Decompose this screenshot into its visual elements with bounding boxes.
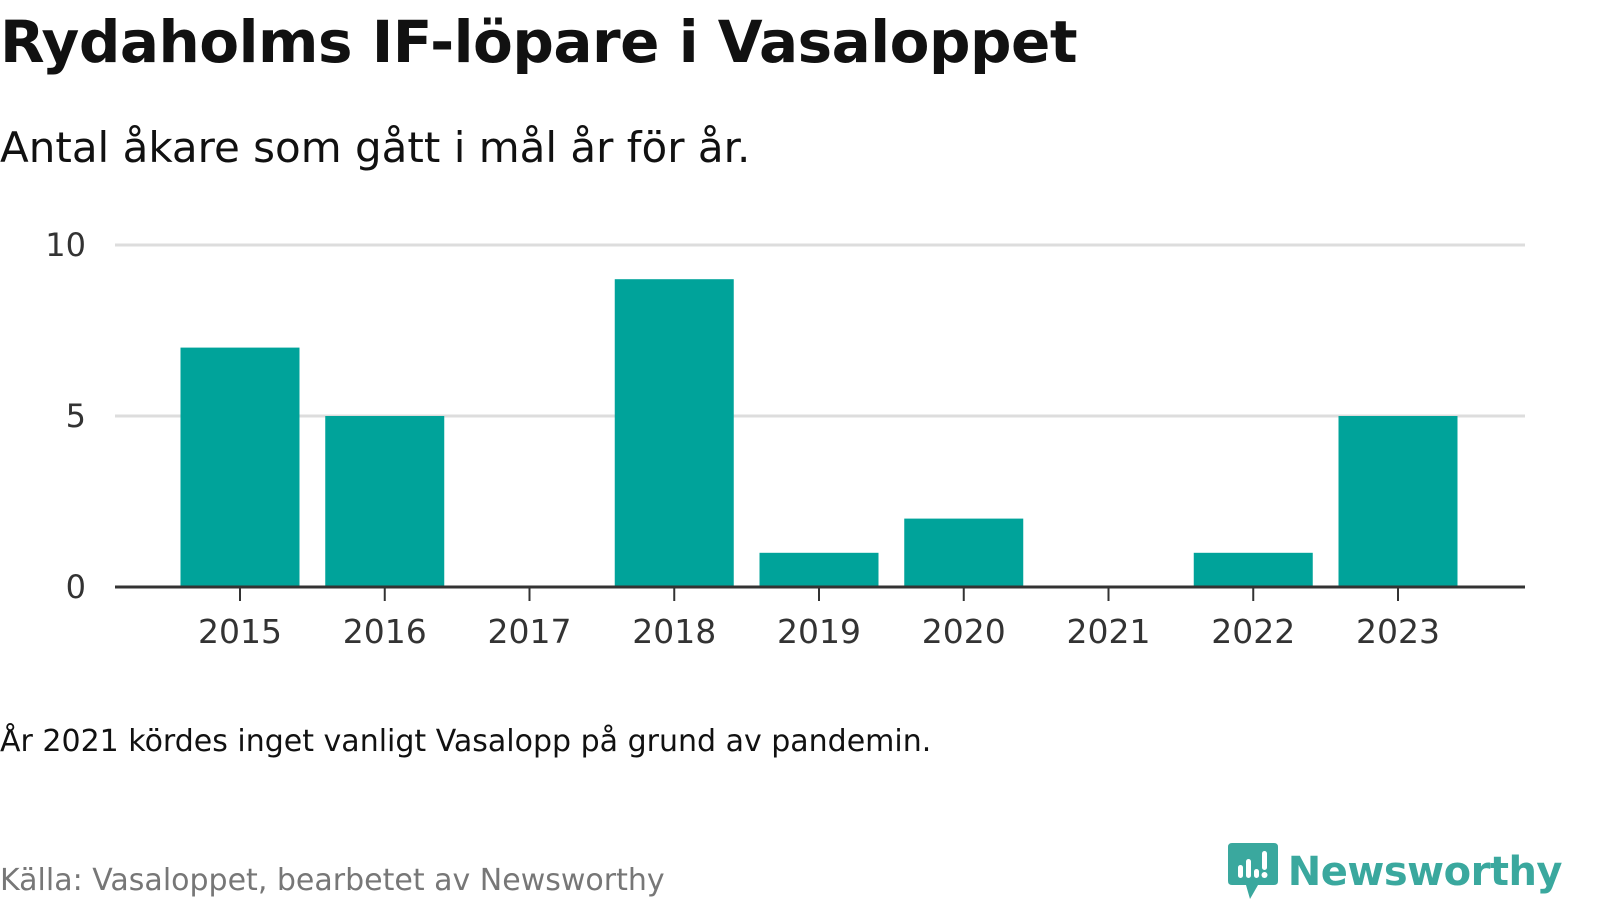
y-tick-label: 5 [66,397,86,435]
source-credit: Källa: Vasaloppet, bearbetet av Newswort… [0,863,665,898]
bar-chart: 0 5 10 2015 2016 2017 2018 2019 2020 2021 2022 2023 [45,226,1525,651]
x-tick-label: 2022 [1211,612,1295,651]
x-tick-label: 2017 [488,612,572,651]
y-tick-label: 0 [66,568,86,606]
newsworthy-logo-icon [1227,843,1278,899]
y-tick-label: 10 [45,226,86,264]
bar-2019 [759,552,879,587]
x-tick-label: 2016 [343,612,427,651]
bar-2015 [180,347,300,587]
chart-note: År 2021 kördes inget vanligt Vasalopp på… [0,724,932,759]
x-tick-label: 2018 [632,612,716,651]
bar-2022 [1193,552,1313,587]
axes: 0 5 10 2015 2016 2017 2018 2019 2020 2021 2022 2023 [45,226,1525,651]
bar-2016 [325,416,445,587]
bar-2018 [614,279,734,587]
gridlines [115,243,1525,418]
x-tick-label: 2015 [198,612,282,651]
chart-title: Rydaholms IF-löpare i Vasaloppet [0,8,1078,76]
x-tick-label: 2019 [777,612,861,651]
bar-2023 [1338,416,1458,587]
brand-name: Newsworthy [1287,849,1563,895]
newsworthy-brand: Newsworthy [1227,842,1563,902]
bars [180,279,1458,587]
x-tick-label: 2021 [1067,612,1151,651]
x-tick-label: 2023 [1356,612,1440,651]
x-tick-label: 2020 [922,612,1006,651]
bar-2020 [904,518,1024,587]
chart-subtitle: Antal åkare som gått i mål år för år. [0,123,751,172]
